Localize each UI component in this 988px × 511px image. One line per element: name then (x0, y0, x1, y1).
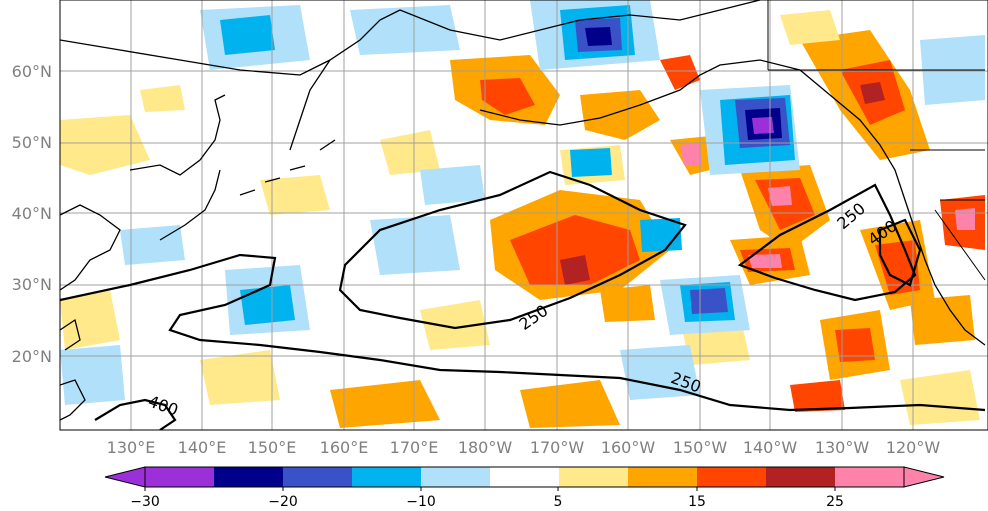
positive-anomaly-patch (768, 186, 792, 206)
positive-anomaly-patch (140, 85, 185, 112)
colorbar-tick-label: 15 (688, 494, 706, 510)
colorbar-swatch (697, 467, 767, 487)
latitude-label: 40°N (12, 204, 52, 223)
positive-anomaly-patch (60, 290, 120, 350)
colorbar-tick-label: 25 (826, 494, 844, 510)
positive-anomaly-patch (200, 350, 280, 405)
positive-anomaly-patch (660, 55, 700, 90)
negative-anomaly-patch (220, 15, 275, 55)
positive-anomaly-patch (380, 130, 440, 175)
colorbar-swatch (559, 467, 629, 487)
graticule (60, 0, 988, 430)
positive-anomaly-patch (910, 295, 975, 345)
colorbar-extend-low (104, 466, 146, 488)
latitude-label: 60°N (12, 62, 52, 81)
longitude-label: 160°E (320, 438, 369, 457)
colorbar-frame (144, 466, 905, 488)
colorbar-tick-label: 5 (554, 494, 563, 510)
longitude-label: 170°E (390, 438, 439, 457)
positive-anomaly-patch (60, 115, 150, 175)
colorbar-extend-high (903, 466, 945, 488)
longitude-label: 140°W (743, 438, 798, 457)
negative-anomaly-patch (370, 215, 460, 275)
contour-line (737, 183, 917, 302)
negative-anomaly-patch (420, 165, 485, 205)
colorbar-swatch (490, 467, 560, 487)
positive-anomaly-patch (835, 328, 875, 362)
positive-anomaly-patch (680, 143, 702, 165)
colorbar-swatch (421, 467, 491, 487)
colorbar-swatch (214, 467, 284, 487)
longitude-label: 180°W (458, 438, 513, 457)
positive-anomaly-patch (790, 380, 845, 412)
colorbar-tick-label: −10 (406, 494, 436, 510)
colorbar-swatch (283, 467, 353, 487)
negative-anomaly-patch (60, 345, 125, 405)
positive-anomaly-patch (748, 254, 782, 268)
positive-anomaly-patch (580, 90, 660, 140)
negative-anomaly-patch (570, 148, 612, 177)
longitude-label: 130°W (815, 438, 870, 457)
positive-anomaly-patch (780, 10, 840, 45)
colorbar-swatch (835, 467, 905, 487)
longitude-label: 160°W (601, 438, 656, 457)
longitude-label: 140°E (178, 438, 227, 457)
positive-anomaly-patch (480, 78, 535, 115)
positive-anomaly-patch (420, 300, 490, 350)
colorbar-swatch (352, 467, 422, 487)
colorbar-tick-label: −20 (268, 494, 298, 510)
longitude-label: 150°W (673, 438, 728, 457)
map-area: 250 250 250 400 400 (60, 0, 988, 430)
contour-line (94, 398, 177, 430)
colorbar-swatch (766, 467, 836, 487)
contour-line (338, 170, 687, 330)
colorbar-swatch (145, 467, 215, 487)
longitude-label: 170°W (530, 438, 585, 457)
positive-anomaly-patch (560, 255, 590, 285)
map-frame (59, 0, 988, 431)
colorbar: −30 −20 −10 5 15 25 (104, 466, 945, 510)
negative-anomaly-patch (585, 27, 612, 46)
contours (60, 170, 986, 430)
boundaries (767, 0, 986, 281)
latitude-label: 50°N (12, 133, 52, 152)
negative-anomaly-patch (620, 345, 700, 400)
positive-anomaly-patch (860, 82, 885, 104)
colorbar-swatch (628, 467, 698, 487)
positive-anomaly-patch (330, 380, 440, 428)
negative-anomaly-patch (690, 288, 728, 314)
positive-anomaly-patch (510, 215, 640, 285)
longitude-label: 120°W (886, 438, 941, 457)
negative-anomaly-patch (752, 117, 774, 134)
positive-anomaly-patch (955, 208, 975, 230)
latitude-labels: 60°N 50°N 40°N 30°N 20°N (12, 62, 52, 366)
anomaly-patches (60, 0, 985, 428)
longitude-labels: 130°E 140°E 150°E 160°E 170°E 180°W 170°W 160°W… (107, 438, 941, 457)
positive-anomaly-patch (900, 370, 980, 425)
positive-anomaly-patch (520, 380, 620, 428)
longitude-label: 130°E (107, 438, 156, 457)
contour-line (878, 218, 922, 287)
coastlines (60, 0, 986, 421)
positive-anomaly-patch (260, 175, 330, 215)
contour-line (60, 253, 986, 412)
latitude-label: 30°N (12, 275, 52, 294)
negative-anomaly-patch (350, 5, 460, 55)
negative-anomaly-patch (240, 285, 295, 325)
longitude-label: 150°E (248, 438, 297, 457)
colorbar-tick-label: −30 (130, 494, 160, 510)
latitude-label: 20°N (12, 347, 52, 366)
